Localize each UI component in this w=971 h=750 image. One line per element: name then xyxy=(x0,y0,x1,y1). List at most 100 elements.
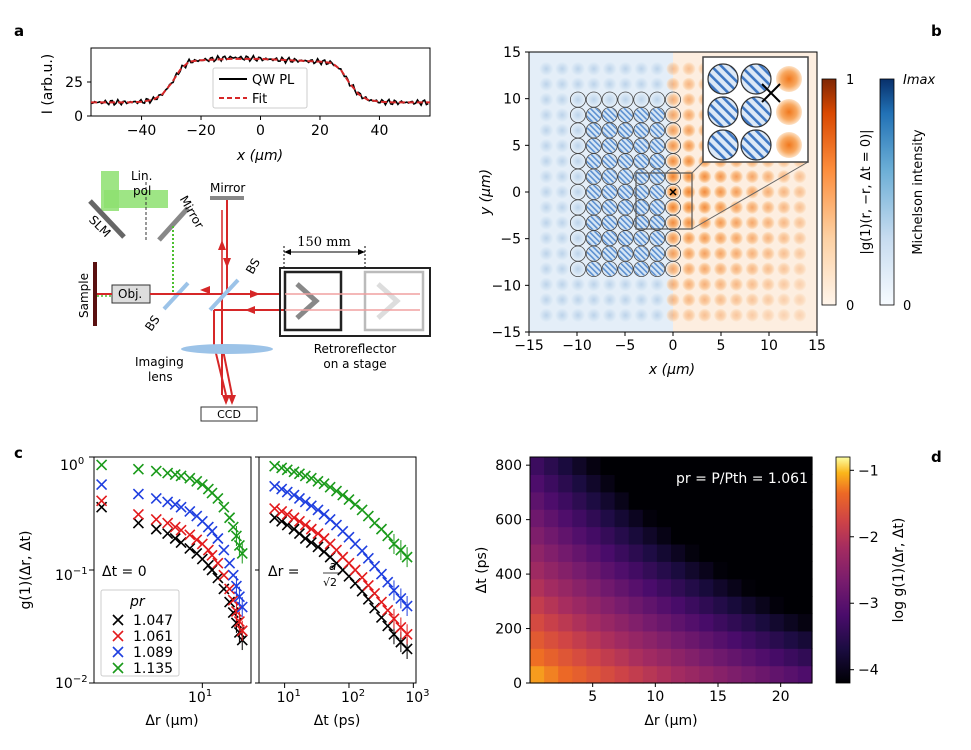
blue-spot xyxy=(539,185,554,199)
orange-spot xyxy=(793,293,807,307)
ytick-label: 0 xyxy=(74,109,83,125)
blue-spot xyxy=(634,308,649,323)
heatmap-cell xyxy=(741,665,757,684)
heatmap-cell xyxy=(741,648,757,667)
heatmap-cell xyxy=(628,578,644,597)
blue-spot xyxy=(618,215,633,230)
heatmap-cell xyxy=(671,630,686,649)
inset-blue-site xyxy=(707,96,739,128)
cb-tick-label: −1 xyxy=(858,463,879,479)
heatmap-cell xyxy=(656,578,672,597)
data-point xyxy=(162,496,174,508)
heatmap-cell xyxy=(572,561,587,580)
heatmap-cell xyxy=(572,491,587,510)
heatmap-cell xyxy=(572,457,587,475)
heatmap-cell xyxy=(755,457,771,475)
blue-spot xyxy=(586,185,601,199)
orange-spot xyxy=(666,216,680,230)
heatmap-cell xyxy=(544,648,559,667)
heatmap-cell xyxy=(727,491,743,510)
orange-spot xyxy=(777,200,791,214)
data-point xyxy=(236,547,248,560)
heatmap-cell xyxy=(642,526,658,545)
lattice-circle xyxy=(569,91,586,108)
heatmap-cell xyxy=(713,509,728,528)
orange-spot xyxy=(682,185,696,199)
blue-spot xyxy=(555,169,570,184)
heatmap-cell xyxy=(769,526,785,545)
xtick-label: −5 xyxy=(615,338,636,354)
heatmap-cell xyxy=(614,648,630,667)
orange-spot xyxy=(666,139,680,153)
heatmap-cell xyxy=(769,596,785,615)
heatmap-cell xyxy=(628,491,644,510)
heatmap-cell xyxy=(530,543,545,562)
xtick-label: −20 xyxy=(186,123,216,139)
heatmap-cell xyxy=(600,509,616,528)
ccd-label: CCD xyxy=(217,408,241,421)
heatmap-cell xyxy=(769,630,785,649)
panel-b-ylabel: y (μm) xyxy=(478,169,494,216)
orange-spot xyxy=(777,277,791,291)
heatmap-cell xyxy=(558,474,573,493)
heatmap-cell xyxy=(685,613,700,632)
cb-tick-label: −3 xyxy=(858,596,879,612)
blue-spot xyxy=(618,262,633,276)
orange-spot xyxy=(777,231,791,245)
blue-spot xyxy=(650,92,665,107)
heatmap-cell xyxy=(685,648,700,667)
heatmap-cell xyxy=(671,665,686,684)
data-point xyxy=(150,465,162,477)
heatmap-cell xyxy=(600,543,616,562)
lattice-circle xyxy=(585,91,602,108)
ytick-label: 15 xyxy=(503,45,521,61)
blue-spot xyxy=(570,231,585,246)
blue-spot xyxy=(539,108,554,122)
heatmap-cell xyxy=(544,613,559,632)
blue-spot xyxy=(586,200,601,215)
blue-spot xyxy=(634,77,649,92)
blue-spot xyxy=(650,154,665,169)
orange-spot xyxy=(777,293,791,307)
heatmap-cell xyxy=(544,543,559,562)
orange-spot xyxy=(745,185,759,199)
blue-spot xyxy=(539,262,554,276)
orange-spot xyxy=(761,247,775,261)
xtick-label: 15 xyxy=(709,689,727,705)
heatmap-cell xyxy=(685,665,700,684)
blue-spot xyxy=(539,231,554,246)
heatmap-cell xyxy=(783,613,799,632)
data-point xyxy=(218,544,230,556)
panel-label-d: d xyxy=(931,448,942,466)
heatmap-cell xyxy=(755,665,771,684)
blue-spot xyxy=(650,308,665,323)
orange-spot xyxy=(682,293,696,307)
heatmap-cell xyxy=(600,596,616,615)
data-point xyxy=(212,572,224,584)
blue-spot xyxy=(602,138,617,153)
heatmap-cell xyxy=(642,665,658,684)
imaging-lens xyxy=(181,344,273,354)
data-point xyxy=(224,583,236,595)
heatmap-cell xyxy=(558,509,573,528)
heatmap-cell xyxy=(530,526,545,545)
blue-spot xyxy=(555,292,570,307)
data-point xyxy=(324,481,336,493)
orange-spot xyxy=(793,170,807,184)
orange-spot xyxy=(682,123,696,137)
heatmap-cell xyxy=(614,509,630,528)
data-point xyxy=(233,615,245,628)
panel-c-ann-right: Δr = xyxy=(268,564,300,580)
panel-d-ylabel: Δt (ps) xyxy=(474,547,490,594)
blue-spot xyxy=(602,262,617,276)
orange-spot xyxy=(682,277,696,291)
blue-spot xyxy=(650,231,665,246)
data-point xyxy=(224,596,236,608)
data-point xyxy=(281,508,293,521)
inset-blue-site xyxy=(707,63,739,95)
heatmap-cell xyxy=(797,526,813,545)
heatmap-cell xyxy=(656,665,672,684)
stage xyxy=(279,267,431,337)
blue-spot xyxy=(618,246,633,261)
data-point xyxy=(96,495,108,507)
